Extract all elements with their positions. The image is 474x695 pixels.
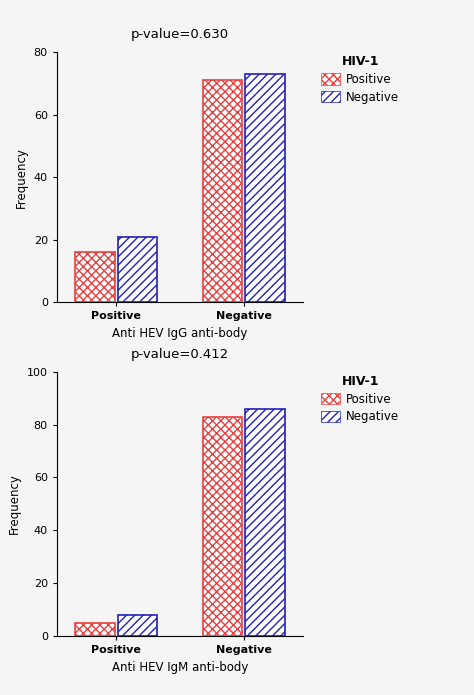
Bar <box>75 623 115 636</box>
Bar <box>245 74 285 302</box>
Legend: Positive, Negative: Positive, Negative <box>319 373 402 425</box>
Bar <box>245 409 285 636</box>
Bar <box>203 417 242 636</box>
Bar <box>75 623 115 636</box>
Bar <box>75 252 115 302</box>
Title: p-value=0.412: p-value=0.412 <box>131 348 229 361</box>
X-axis label: Anti HEV IgG anti-body: Anti HEV IgG anti-body <box>112 327 248 340</box>
Y-axis label: Frequency: Frequency <box>9 473 21 534</box>
Bar <box>203 81 242 302</box>
Bar <box>118 615 157 636</box>
Bar <box>203 81 242 302</box>
X-axis label: Anti HEV IgM anti-body: Anti HEV IgM anti-body <box>112 660 248 673</box>
Bar <box>245 409 285 636</box>
Bar <box>118 236 157 302</box>
Bar <box>203 417 242 636</box>
Legend: Positive, Negative: Positive, Negative <box>319 53 402 106</box>
Title: p-value=0.630: p-value=0.630 <box>131 28 229 41</box>
Bar <box>245 74 285 302</box>
Bar <box>118 236 157 302</box>
Bar <box>118 615 157 636</box>
Y-axis label: Frequency: Frequency <box>15 147 28 208</box>
Bar <box>75 252 115 302</box>
